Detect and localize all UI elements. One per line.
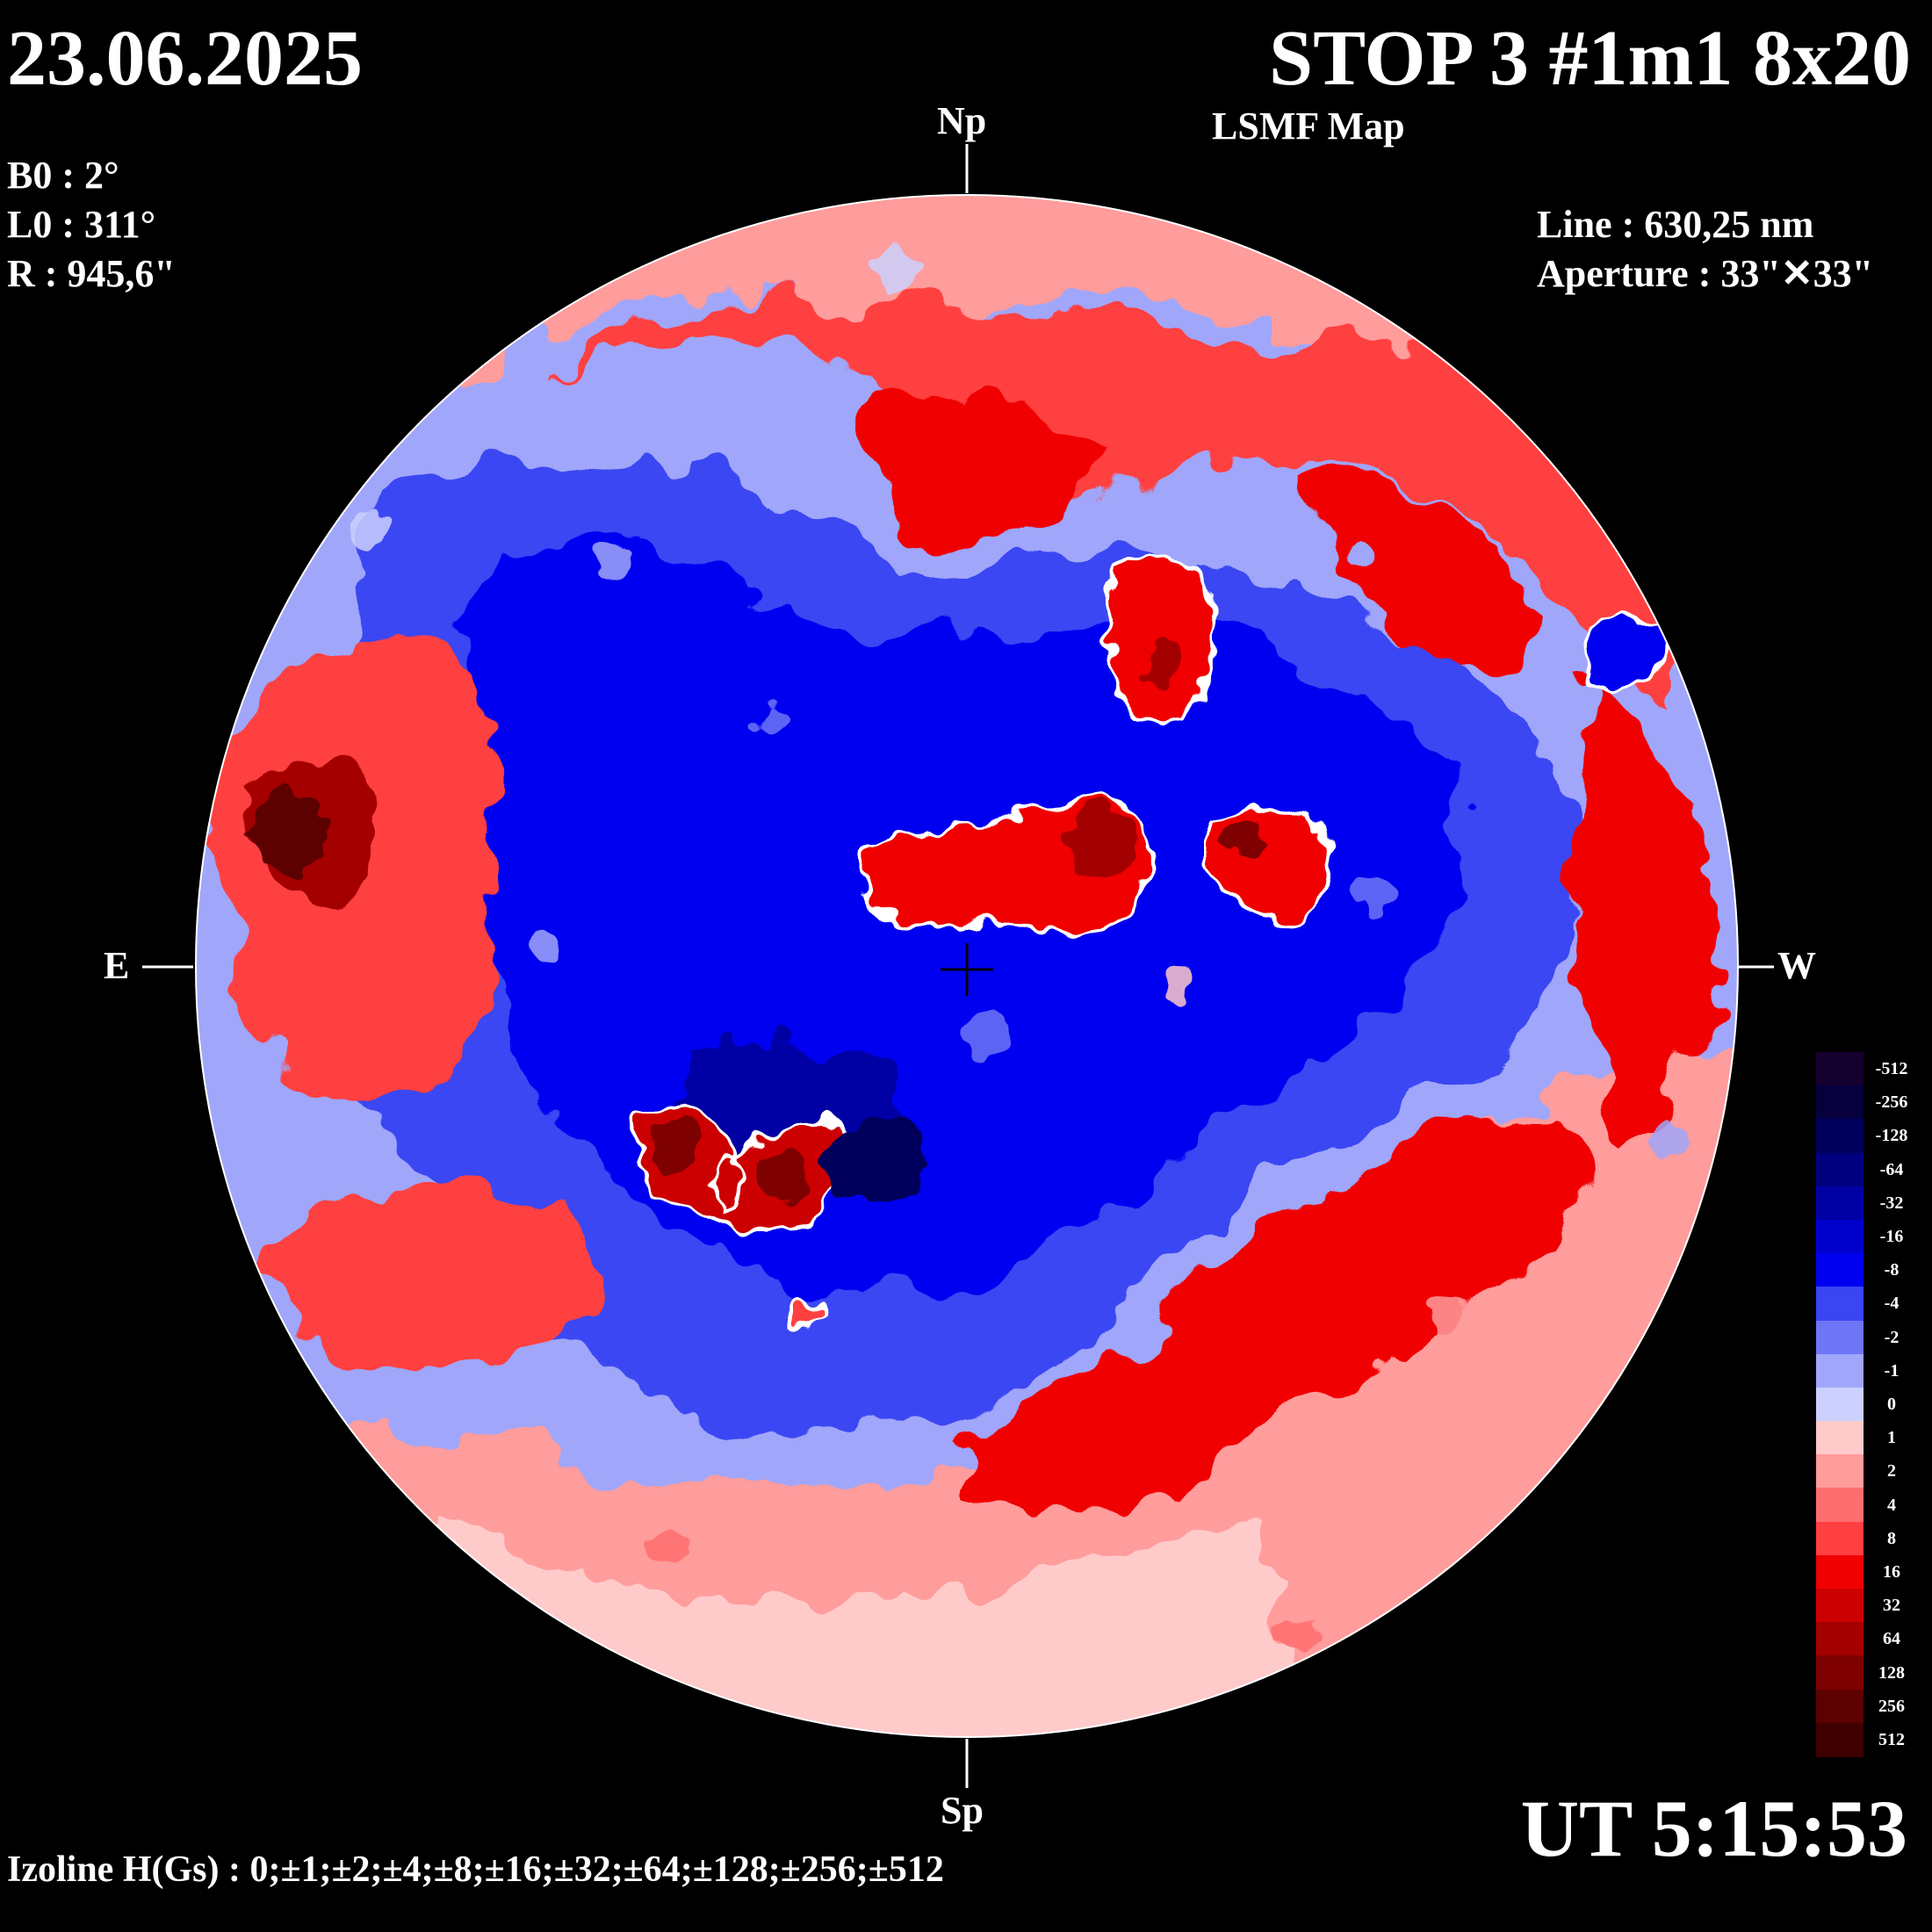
disk-limb — [195, 194, 1739, 1738]
colorbar-level-label: -4 — [1884, 1294, 1900, 1314]
colorbar-level-label: 2 — [1887, 1461, 1896, 1481]
colorbar-swatch — [1816, 1722, 1864, 1757]
colorbar-level-label: 32 — [1883, 1596, 1900, 1616]
compass-east-label: E — [104, 944, 130, 987]
north-positive-core — [544, 299, 1704, 720]
north-positive-strong — [863, 398, 1107, 541]
mottle-spot — [1159, 966, 1194, 1001]
colorbar-level-label: 4 — [1887, 1495, 1896, 1515]
mottle-spot — [529, 933, 560, 964]
colorbar-swatch — [1816, 1454, 1864, 1489]
colorbar-level-label: 1 — [1887, 1428, 1896, 1448]
center-crosshair-icon — [941, 943, 993, 996]
mottle-spot — [1351, 876, 1389, 915]
colorbar-swatch — [1816, 1219, 1864, 1255]
compass-north-label: Np — [937, 99, 987, 142]
colorbar-level-label: 128 — [1878, 1662, 1905, 1683]
observation-date: 23.06.2025 — [7, 15, 363, 102]
island-core-d — [755, 1152, 808, 1201]
ne-positive-strong — [1300, 457, 1546, 668]
colorbar-swatch — [1816, 1589, 1864, 1624]
mottle-spot — [873, 241, 919, 286]
colorbar-level-label: -32 — [1879, 1193, 1904, 1213]
colorbar-level-label: -16 — [1879, 1227, 1904, 1247]
se-positive-region — [278, 1186, 600, 1363]
colorbar-level-label: 0 — [1887, 1395, 1896, 1414]
colorbar-swatch — [1816, 1622, 1864, 1657]
colorbar-level-label: 512 — [1878, 1729, 1905, 1749]
colorbar-level-label: 16 — [1883, 1561, 1900, 1582]
east-deep-core — [255, 790, 325, 878]
south-positive-core — [966, 1107, 1592, 1511]
ut-time: UT 5:15:53 — [1520, 1784, 1907, 1873]
mottle-spot — [350, 508, 388, 546]
colorbar-swatch — [1816, 1186, 1864, 1221]
compass-west-label: W — [1777, 944, 1816, 987]
colorbar-level-label: -1 — [1884, 1360, 1900, 1381]
colorbar-level-label: 8 — [1887, 1528, 1896, 1548]
colorbar-level-label: -256 — [1875, 1092, 1908, 1113]
colorbar-swatch — [1816, 1387, 1864, 1423]
colorbar-swatch — [1816, 1253, 1864, 1288]
mottle-spot — [1431, 1300, 1467, 1335]
param-l0: L0 : 311° — [7, 203, 156, 246]
west-negative-island — [1583, 617, 1671, 690]
small-positive-island — [788, 1301, 828, 1328]
param-b0: B0 : 2° — [7, 154, 119, 197]
negative-deep-core — [825, 1115, 931, 1203]
compass-south-label: Sp — [941, 1789, 984, 1832]
mottle-spot — [962, 1015, 1005, 1057]
colorbar-swatch — [1816, 1488, 1864, 1523]
map-title: STOP 3 #1m1 8x20 — [1269, 15, 1911, 102]
colorbar-level-label: -2 — [1884, 1327, 1900, 1347]
colorbar-level-label: -64 — [1879, 1159, 1904, 1179]
colorbar-swatch — [1816, 1152, 1864, 1187]
param-line: Line : 630,25 nm — [1537, 203, 1814, 246]
param-radius: R : 945,6" — [7, 252, 176, 295]
colorbar-swatch — [1816, 1554, 1864, 1590]
colorbar-swatch — [1816, 1655, 1864, 1690]
colorbar-swatch — [1816, 1521, 1864, 1556]
map-subtitle: LSMF Map — [1212, 105, 1405, 148]
mottle-spot — [595, 543, 634, 581]
mottle-spot — [646, 1525, 688, 1567]
colorbar-swatch — [1816, 1421, 1864, 1456]
colorbar-level-label: 64 — [1883, 1629, 1900, 1649]
colorbar-swatch — [1816, 1320, 1864, 1355]
colorbar-swatch — [1816, 1085, 1864, 1121]
colorbar-swatch — [1816, 1287, 1864, 1322]
mottle-spot — [1651, 1124, 1686, 1159]
island-core-c — [652, 1124, 701, 1177]
mottle-spot — [757, 704, 789, 736]
west-positive-band — [1574, 685, 1721, 1142]
colorbar-swatch — [1816, 1052, 1864, 1087]
colorbar-level-label: -512 — [1875, 1059, 1908, 1079]
island-core-e — [1140, 632, 1179, 685]
colorbar-level-label: 256 — [1878, 1696, 1905, 1716]
izoline-legend: Izoline H(Gs) : 0;±1;±2;±4;±8;±16;±32;±6… — [7, 1849, 944, 1890]
param-aperture: Aperture : 33"✕33" — [1537, 252, 1874, 295]
island-core-b — [1228, 825, 1266, 861]
island-core-a — [1063, 808, 1133, 878]
colorbar-swatch — [1816, 1689, 1864, 1724]
colorbar-swatch — [1816, 1353, 1864, 1388]
mottle-spot — [1280, 1614, 1319, 1653]
colorbar — [1816, 1052, 1864, 1757]
colorbar-level-label: -128 — [1875, 1126, 1908, 1146]
colorbar-level-label: -8 — [1884, 1260, 1900, 1280]
colorbar-swatch — [1816, 1119, 1864, 1154]
